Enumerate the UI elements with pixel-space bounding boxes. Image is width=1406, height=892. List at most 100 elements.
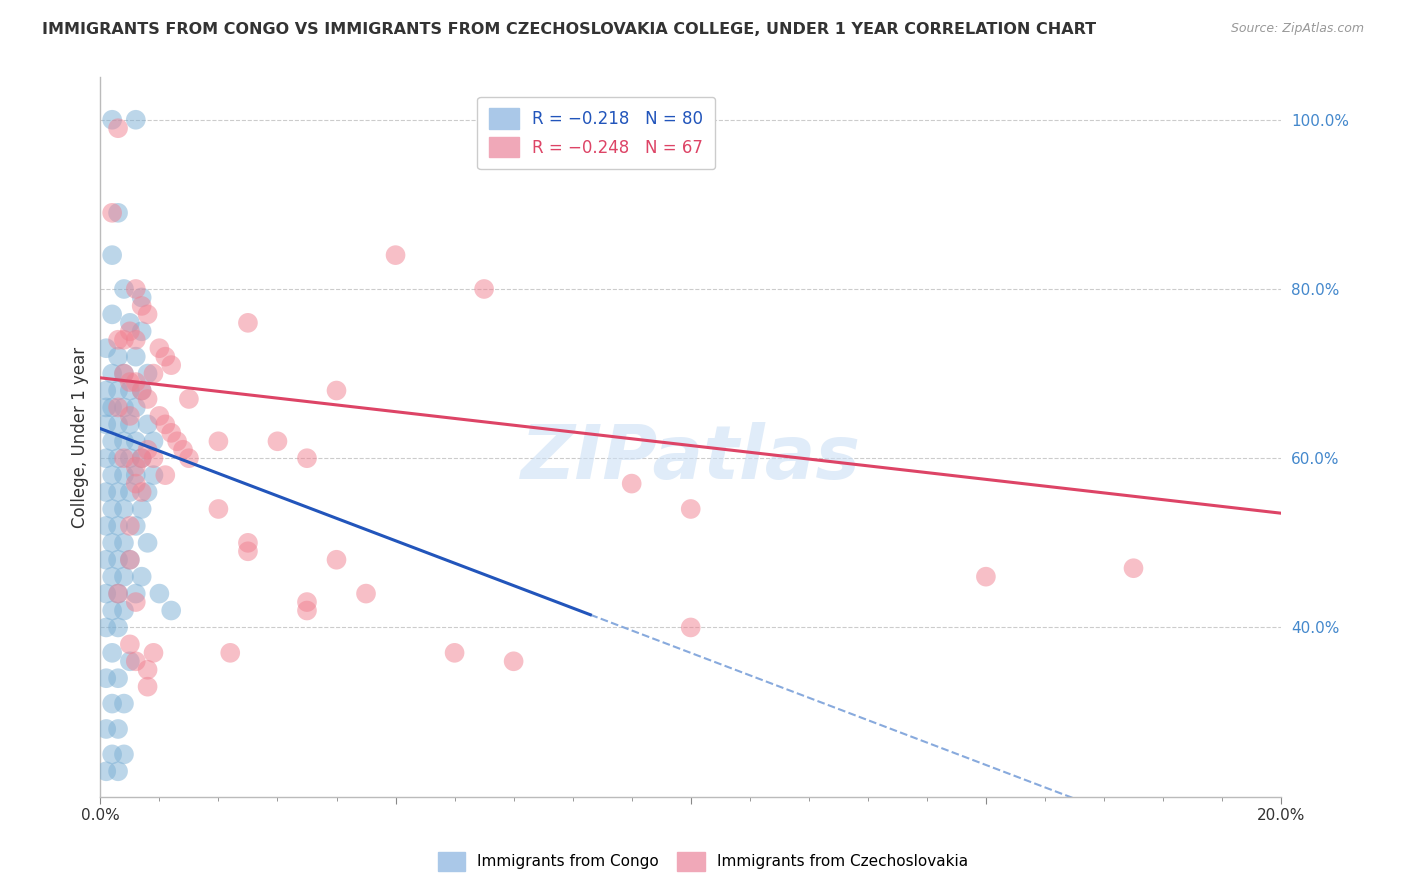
Point: [131, 502, 153, 516]
Point: [131, 485, 153, 500]
Point: [112, 468, 135, 483]
Point: [142, 451, 165, 466]
Point: [112, 569, 135, 583]
Point: [142, 646, 165, 660]
Point: [125, 595, 148, 609]
Point: [118, 316, 141, 330]
Point: [236, 544, 259, 558]
Point: [125, 519, 148, 533]
Point: [136, 485, 159, 500]
Point: [131, 384, 153, 398]
Point: [96, 586, 118, 600]
Point: [112, 747, 135, 762]
Point: [96, 341, 118, 355]
Point: [125, 401, 148, 415]
Point: [101, 603, 124, 617]
Point: [107, 586, 129, 600]
Point: [155, 417, 177, 432]
Point: [101, 434, 124, 449]
Point: [219, 646, 242, 660]
Point: [125, 586, 148, 600]
Point: [384, 248, 406, 262]
Point: [96, 451, 118, 466]
Point: [118, 324, 141, 338]
Point: [172, 442, 194, 457]
Point: [207, 502, 229, 516]
Point: [96, 485, 118, 500]
Point: [136, 442, 159, 457]
Point: [125, 434, 148, 449]
Point: [112, 603, 135, 617]
Point: [974, 569, 997, 583]
Point: [118, 485, 141, 500]
Point: [118, 654, 141, 668]
Point: [107, 620, 129, 634]
Point: [125, 350, 148, 364]
Point: [101, 502, 124, 516]
Point: [142, 434, 165, 449]
Text: ZIPatlas: ZIPatlas: [520, 422, 860, 495]
Point: [101, 697, 124, 711]
Point: [125, 282, 148, 296]
Point: [118, 553, 141, 567]
Point: [107, 485, 129, 500]
Point: [101, 646, 124, 660]
Point: [112, 282, 135, 296]
Point: [101, 307, 124, 321]
Point: [136, 307, 159, 321]
Point: [101, 747, 124, 762]
Point: [136, 536, 159, 550]
Point: [148, 409, 170, 423]
Point: [107, 671, 129, 685]
Point: [354, 586, 377, 600]
Point: [295, 603, 318, 617]
Point: [325, 553, 347, 567]
Point: [142, 367, 165, 381]
Point: [107, 586, 129, 600]
Point: [125, 333, 148, 347]
Point: [96, 722, 118, 736]
Point: [107, 401, 129, 415]
Point: [107, 384, 129, 398]
Point: [112, 367, 135, 381]
Point: [101, 206, 124, 220]
Point: [118, 409, 141, 423]
Point: [125, 468, 148, 483]
Point: [112, 502, 135, 516]
Point: [160, 603, 183, 617]
Point: [125, 112, 148, 127]
Point: [136, 680, 159, 694]
Point: [266, 434, 288, 449]
Point: [125, 459, 148, 474]
Point: [96, 620, 118, 634]
Point: [472, 282, 495, 296]
Point: [118, 375, 141, 389]
Point: [96, 764, 118, 779]
Point: [125, 476, 148, 491]
Point: [107, 722, 129, 736]
Point: [96, 553, 118, 567]
Text: Source: ZipAtlas.com: Source: ZipAtlas.com: [1230, 22, 1364, 36]
Point: [166, 434, 188, 449]
Point: [620, 476, 643, 491]
Point: [112, 401, 135, 415]
Point: [148, 341, 170, 355]
Point: [101, 248, 124, 262]
Point: [207, 434, 229, 449]
Point: [107, 333, 129, 347]
Point: [107, 417, 129, 432]
Y-axis label: College, Under 1 year: College, Under 1 year: [72, 346, 89, 528]
Point: [96, 417, 118, 432]
Point: [101, 536, 124, 550]
Point: [148, 586, 170, 600]
Point: [136, 392, 159, 406]
Point: [101, 569, 124, 583]
Point: [155, 468, 177, 483]
Point: [101, 367, 124, 381]
Point: [96, 401, 118, 415]
Point: [177, 392, 200, 406]
Legend: Immigrants from Congo, Immigrants from Czechoslovakia: Immigrants from Congo, Immigrants from C…: [429, 843, 977, 880]
Point: [107, 350, 129, 364]
Point: [1122, 561, 1144, 575]
Text: IMMIGRANTS FROM CONGO VS IMMIGRANTS FROM CZECHOSLOVAKIA COLLEGE, UNDER 1 YEAR CO: IMMIGRANTS FROM CONGO VS IMMIGRANTS FROM…: [42, 22, 1097, 37]
